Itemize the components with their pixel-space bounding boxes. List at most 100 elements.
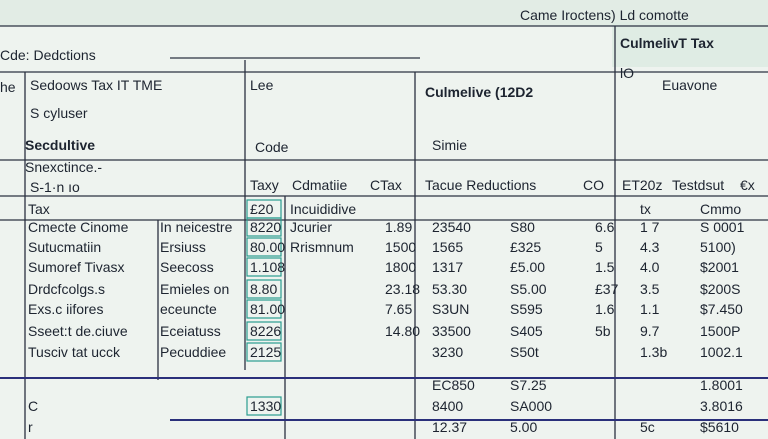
cell: 1.3b <box>640 344 667 360</box>
cell: 1.1 <box>640 301 660 317</box>
column-header: ET20z <box>622 177 662 193</box>
right-title: CulmelivT Tax <box>620 35 714 51</box>
panel-text: Culmelive (12D2 <box>425 84 533 100</box>
panel-text: Secdultive <box>25 137 95 153</box>
column-header: Cdmatiie <box>292 177 347 193</box>
cell: S3UN <box>432 301 469 317</box>
column-header: CTax <box>370 177 402 193</box>
cell: 1.108 <box>250 259 285 275</box>
cell: 1.89 <box>385 219 412 235</box>
cell: Drdcfcolgs.s <box>28 281 105 297</box>
cell: 7.65 <box>385 301 412 317</box>
cell: 14.80 <box>385 323 420 339</box>
cell-box <box>246 299 282 319</box>
cell: 23.18 <box>385 281 420 297</box>
column-header: Tacue Reductions <box>425 177 536 193</box>
panel-text: Euavone <box>662 77 717 93</box>
cell: Tusciv tat ucck <box>28 344 121 360</box>
panel-text: lO <box>620 65 634 81</box>
column-header: Taxy <box>250 177 279 193</box>
cell: 81.00 <box>250 301 285 317</box>
cell: £325 <box>510 239 541 255</box>
cell: 1500 <box>385 239 416 255</box>
panel-text: Simie <box>432 137 467 153</box>
cell: 1800 <box>385 259 416 275</box>
cell: 1.8001 <box>700 377 743 393</box>
cell: C <box>28 398 38 414</box>
cell: 3230 <box>432 344 463 360</box>
cell: Seecoss <box>160 259 214 275</box>
cell: 1317 <box>432 259 463 275</box>
cell: Sseet:t de.ciuve <box>28 323 128 339</box>
panel-text: S cyluser <box>30 105 88 121</box>
cell: 5b <box>595 323 611 339</box>
cell: 23540 <box>432 219 471 235</box>
cell: Sutucmatiin <box>28 239 101 255</box>
cell: S50t <box>510 344 539 360</box>
cell: Jcurier <box>290 219 332 235</box>
cell: $5610 <box>700 419 739 435</box>
cell: Ersiuss <box>160 239 206 255</box>
cell: S595 <box>510 301 543 317</box>
cell: 3.5 <box>640 281 660 297</box>
cell: $7.450 <box>700 301 743 317</box>
cell: 12.37 <box>432 419 467 435</box>
cell: 1330 <box>250 398 281 414</box>
cell: 1002.1 <box>700 344 743 360</box>
cell-box <box>246 342 282 362</box>
cell: 9.7 <box>640 323 660 339</box>
cell: 1.6 <box>595 301 615 317</box>
cell: Tax <box>28 201 50 217</box>
column-header: €x <box>740 177 755 193</box>
top-note: Came Iroctens) Ld comotte <box>520 7 689 23</box>
cell: $2001 <box>700 259 739 275</box>
panel-text: Lee <box>250 77 274 93</box>
cell-box <box>246 257 282 277</box>
cell: Cmecte Cinome <box>28 219 129 235</box>
cell: S80 <box>510 219 535 235</box>
cell: 1500P <box>700 323 740 339</box>
cell: Incuididive <box>290 201 356 217</box>
cell: 8226 <box>250 323 281 339</box>
cell: 80.00 <box>250 239 285 255</box>
cell: r <box>28 419 33 435</box>
cell: 6.6 <box>595 219 615 235</box>
cell: 8400 <box>432 398 463 414</box>
cell: 5 <box>595 239 603 255</box>
panel-text: Sedoows Tax IT TME <box>30 77 162 93</box>
cell: 8220 <box>250 219 281 235</box>
cell-box <box>246 217 282 237</box>
cell: 33500 <box>432 323 471 339</box>
cell: 4.0 <box>640 259 660 275</box>
cell: 3.8016 <box>700 398 743 414</box>
cell: 5c <box>640 419 655 435</box>
cell: tx <box>640 201 651 217</box>
cell-box <box>246 237 282 257</box>
cell-box <box>246 321 282 341</box>
title: Cde: Dedctions <box>0 47 96 63</box>
cell-box <box>246 396 282 416</box>
cell: 1 7 <box>640 219 660 235</box>
cell: 53.30 <box>432 281 467 297</box>
cell: Exs.c iifores <box>28 301 103 317</box>
cell: S 0001 <box>700 219 745 235</box>
cell: £37 <box>595 281 619 297</box>
column-header: CO <box>583 177 604 193</box>
cell: 2125 <box>250 344 281 360</box>
cell: 5100) <box>700 239 736 255</box>
cell: $200S <box>700 281 740 297</box>
cell-box <box>246 279 282 299</box>
panel-text: S-1·n ıo <box>30 179 80 195</box>
cell: In neicestre <box>160 219 233 235</box>
panel-text: he <box>0 79 16 95</box>
cell: 5.00 <box>510 419 537 435</box>
cell: eceuncte <box>160 301 217 317</box>
cell: SA000 <box>510 398 552 414</box>
cell: S5.00 <box>510 281 547 297</box>
cell: £5.00 <box>510 259 545 275</box>
cell: S7.25 <box>510 377 547 393</box>
panel-text: Code <box>255 139 289 155</box>
cell: Sumoref Tivasx <box>28 259 124 275</box>
